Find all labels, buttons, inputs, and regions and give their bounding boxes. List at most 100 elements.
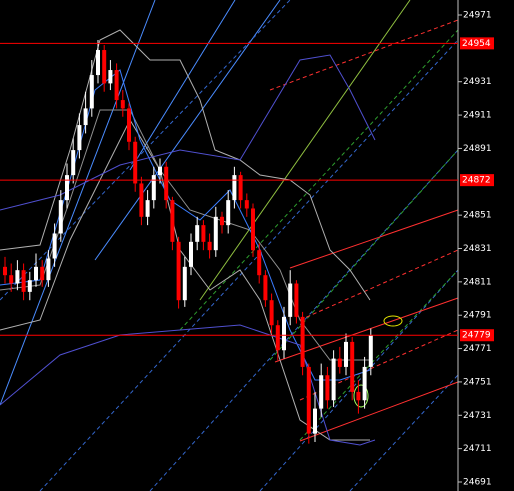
middle-band [0, 109, 370, 361]
candle-body [313, 408, 317, 434]
candle-body [52, 233, 57, 259]
envelope-lower [0, 324, 376, 446]
trend-line [199, 0, 411, 301]
candle-body [164, 166, 169, 201]
candle-body [102, 50, 107, 84]
level-label: 24779 [462, 331, 491, 341]
y-tick-label: 24971 [463, 11, 492, 21]
candle-body [9, 275, 14, 284]
candle-body [127, 108, 131, 142]
trend-line [274, 297, 459, 363]
candle-body [368, 335, 373, 367]
candle-body [213, 216, 218, 251]
candle-body [27, 280, 32, 292]
trend-line [0, 0, 156, 406]
candle-body [114, 70, 119, 101]
candle-body [170, 200, 175, 242]
lower-band [0, 118, 370, 441]
y-tick-label: 24731 [463, 411, 492, 421]
candle-body [300, 316, 305, 367]
candle-body [158, 166, 162, 176]
envelope-upper [0, 54, 376, 211]
trend-line [299, 269, 459, 441]
candle-body [232, 175, 237, 201]
candle-body [34, 266, 38, 281]
y-tick-label: 24771 [463, 344, 492, 354]
candle-body [15, 270, 20, 284]
candle-body [244, 200, 249, 209]
candle-body [83, 108, 88, 126]
trend-line [299, 249, 459, 321]
trend-line [129, 0, 236, 171]
y-tick-label: 24791 [463, 311, 492, 321]
candle-body [331, 358, 336, 401]
candle-body [139, 183, 144, 217]
upper-band [0, 29, 371, 301]
candle-body [133, 141, 138, 184]
trend-line [269, 149, 459, 361]
candle-body [89, 75, 94, 109]
candle-body [337, 358, 342, 367]
y-tick-label: 24831 [463, 244, 492, 254]
candle-body [201, 225, 206, 242]
candle-body [108, 70, 113, 84]
candle-body [288, 283, 293, 317]
candle-body [40, 266, 45, 281]
trend-line [39, 39, 459, 491]
candle-body [176, 241, 181, 301]
candle-body [145, 200, 150, 217]
candle-body [275, 325, 280, 351]
trend-line [299, 381, 459, 442]
candle-body [220, 216, 224, 226]
y-tick-label: 24691 [463, 477, 492, 487]
level-label-box [460, 329, 494, 342]
candle-body [3, 266, 7, 276]
highlight-ellipse [353, 384, 369, 408]
candle-body [21, 270, 26, 292]
candle-body [294, 283, 299, 317]
candle-body [344, 341, 348, 367]
y-tick-label: 24891 [463, 144, 492, 154]
candle-body [189, 241, 193, 267]
y-tick-label: 24811 [463, 277, 492, 287]
candle-body [182, 266, 187, 301]
candle-body [282, 316, 286, 351]
candle-body [65, 175, 69, 201]
trend-line [349, 374, 459, 491]
candle-body [195, 225, 200, 242]
candle-body [58, 200, 63, 234]
candle-body [257, 250, 262, 276]
y-tick-label: 24911 [463, 111, 492, 121]
candle-body [350, 341, 355, 392]
y-tick-label: 24711 [463, 444, 492, 454]
candle-body [362, 366, 367, 401]
y-tick-label: 24851 [463, 211, 492, 221]
candle-body [325, 375, 330, 401]
y-tick-label: 24931 [463, 77, 492, 87]
candle-body [269, 300, 274, 326]
candle-body [263, 275, 268, 301]
candle-body [120, 100, 125, 109]
trend-line [289, 209, 459, 269]
highlight-ellipse [383, 315, 403, 327]
candle-body [238, 175, 243, 201]
candle-body [226, 200, 231, 226]
level-label: 24872 [462, 176, 491, 186]
candle-body [251, 208, 255, 251]
candle-body [356, 391, 361, 401]
candle-body [96, 50, 100, 76]
candle-body [207, 241, 212, 251]
trend-line [259, 269, 459, 491]
candle-body [71, 150, 76, 176]
trend-line [269, 19, 459, 91]
candle-body [319, 375, 324, 409]
candle-body [151, 175, 156, 201]
y-tick-label: 24751 [463, 377, 492, 387]
level-label: 24954 [462, 39, 491, 49]
candle-body [306, 366, 311, 434]
candle-body [46, 258, 51, 281]
candle-body [77, 125, 82, 151]
